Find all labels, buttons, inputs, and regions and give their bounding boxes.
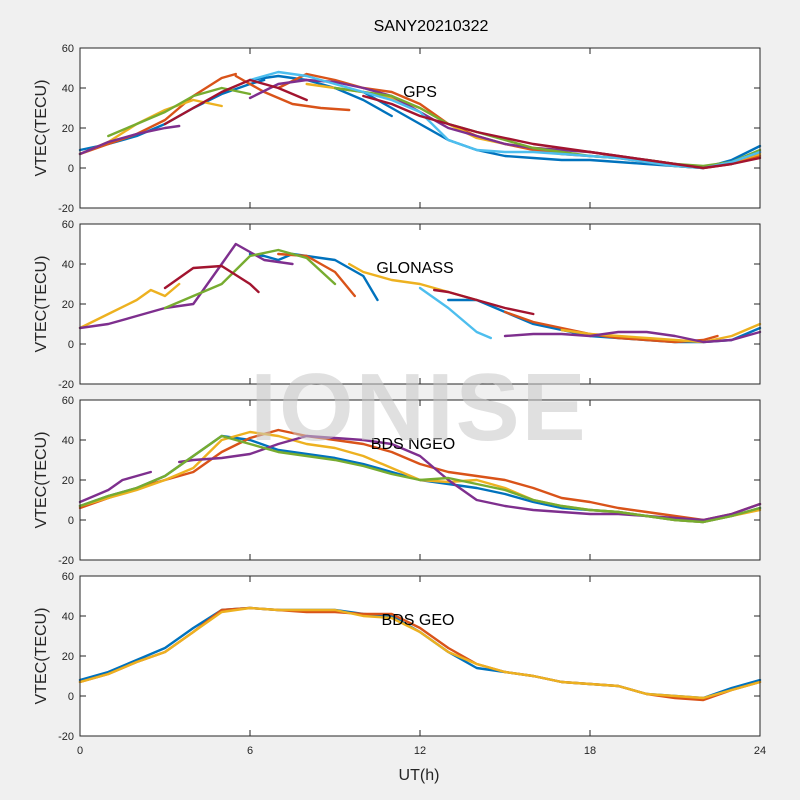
y-tick-label: 40 xyxy=(62,435,74,447)
series-line-4 xyxy=(78,282,181,330)
y-tick-label: -20 xyxy=(58,555,74,567)
series-line-4 xyxy=(234,74,351,112)
y-tick-label: 0 xyxy=(68,163,74,175)
series-line-1 xyxy=(248,74,393,118)
y-tick-label: -20 xyxy=(58,203,74,215)
x-tick-label: 6 xyxy=(247,745,253,757)
series-line-9 xyxy=(163,248,337,310)
y-tick-label: 0 xyxy=(68,515,74,527)
y-tick-label: 60 xyxy=(62,219,74,231)
y-tick-label: 40 xyxy=(62,259,74,271)
x-tick-label: 24 xyxy=(754,745,766,757)
series-line-3 xyxy=(78,470,153,504)
series-line-10 xyxy=(418,286,492,340)
series-line-13 xyxy=(163,78,308,126)
y-tick-label: 20 xyxy=(62,299,74,311)
y-tick-label: 40 xyxy=(62,83,74,95)
figure-title: SANY20210322 xyxy=(374,18,489,35)
series-line-3 xyxy=(78,72,238,156)
panel-label: BDS NGEO xyxy=(371,436,455,453)
y-tick-label: 60 xyxy=(62,43,74,55)
plot-area xyxy=(80,576,760,736)
panel-0: -20 0 20 40 60 VTEC(TECU) GPS xyxy=(33,43,762,215)
series-line-5 xyxy=(78,434,762,524)
series-line-1 xyxy=(78,428,762,522)
y-axis-label: VTEC(TECU) xyxy=(33,608,50,705)
y-tick-label: 0 xyxy=(68,339,74,351)
series-line-8 xyxy=(503,330,762,344)
series-line-12 xyxy=(433,288,535,316)
y-tick-label: 20 xyxy=(62,475,74,487)
series-line-11 xyxy=(163,264,260,294)
series-line-12 xyxy=(248,70,762,170)
y-tick-label: 20 xyxy=(62,651,74,663)
panel-label: GPS xyxy=(403,84,437,101)
panel-2: -20 0 20 40 60 VTEC(TECU) BDS NGEO xyxy=(33,395,762,567)
y-tick-label: 0 xyxy=(68,691,74,703)
y-axis-label: VTEC(TECU) xyxy=(33,432,50,529)
panel-label: BDS GEO xyxy=(382,612,455,629)
panel-label: GLONASS xyxy=(376,260,453,277)
panel-1: -20 0 20 40 60 VTEC(TECU) GLONASS xyxy=(33,219,762,391)
y-tick-label: 60 xyxy=(62,571,74,583)
y-tick-label: 20 xyxy=(62,123,74,135)
y-axis-label: VTEC(TECU) xyxy=(33,256,50,353)
watermark-text: IONISE xyxy=(250,354,587,461)
y-tick-label: -20 xyxy=(58,731,74,743)
plot-area xyxy=(80,48,760,208)
y-tick-label: 40 xyxy=(62,611,74,623)
x-tick-label: 12 xyxy=(414,745,426,757)
x-tick-label: 18 xyxy=(584,745,596,757)
series-line-8 xyxy=(78,124,181,156)
y-axis-label: VTEC(TECU) xyxy=(33,80,50,177)
series-line-14 xyxy=(362,94,762,170)
y-tick-label: 60 xyxy=(62,395,74,407)
y-tick-label: -20 xyxy=(58,379,74,391)
x-tick-label: 0 xyxy=(77,745,83,757)
series-line-7 xyxy=(78,242,294,330)
series-line-2 xyxy=(78,606,762,700)
x-axis-label: UT(h) xyxy=(399,767,440,784)
